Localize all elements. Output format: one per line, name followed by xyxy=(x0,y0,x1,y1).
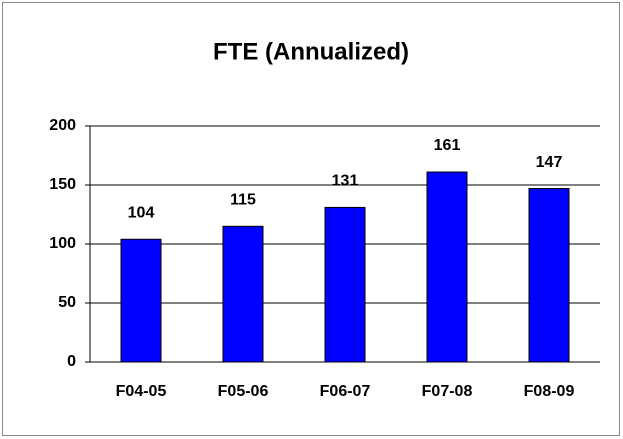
x-tick-label: F04-05 xyxy=(116,383,167,400)
x-tick-label: F08-09 xyxy=(524,383,575,400)
data-label: 147 xyxy=(536,154,563,171)
bar xyxy=(324,206,366,363)
y-tick-label: 200 xyxy=(49,117,76,134)
bar xyxy=(426,171,468,363)
x-tick-label: F06-07 xyxy=(320,383,371,400)
y-tick-label: 0 xyxy=(67,353,76,370)
chart-title: FTE (Annualized) xyxy=(213,38,409,65)
y-tick-label: 100 xyxy=(49,235,76,252)
data-label: 115 xyxy=(230,192,256,209)
data-label: 161 xyxy=(434,137,461,154)
bar xyxy=(528,188,570,363)
y-tick-label: 50 xyxy=(58,294,76,311)
bar xyxy=(222,225,264,363)
data-label: 104 xyxy=(128,204,155,221)
bar xyxy=(120,238,162,363)
y-tick-label: 150 xyxy=(49,176,76,193)
x-tick-label: F05-06 xyxy=(218,383,269,400)
x-tick-label: F07-08 xyxy=(422,383,473,400)
data-label: 131 xyxy=(332,173,359,190)
